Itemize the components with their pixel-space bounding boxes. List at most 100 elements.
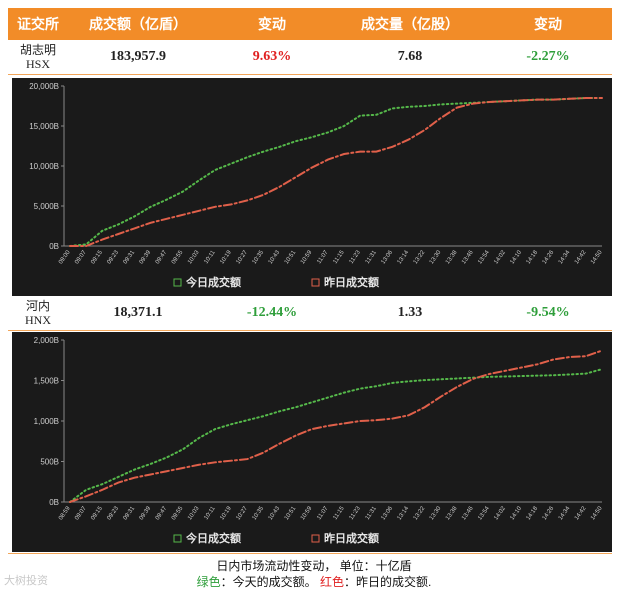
value-cell: 183,957.9 [110,49,166,64]
x-tick-label: 09:55 [171,249,185,265]
x-tick-label: 09:31 [123,249,137,265]
x-tick-label: 10:19 [219,249,233,265]
y-tick-label: 0B [49,498,59,507]
footer-caption: 日内市场流动性变动， 单位：十亿盾 [216,559,412,573]
x-tick-label: 11:15 [332,249,346,265]
x-tick-label: 08:59 [58,505,72,521]
x-tick-label: 14:42 [574,249,588,265]
x-tick-label: 09:47 [155,249,169,265]
x-tick-label: 09:15 [90,249,104,265]
x-tick-label: 10:27 [235,249,249,265]
exchange-name: 河内 [25,299,50,313]
footer-green-text: ：今天的成交额。 [220,575,317,589]
x-tick-label: 13:30 [429,505,443,521]
x-tick-label: 10:03 [187,249,201,265]
footer-red-text: ：昨日的成交额. [344,575,432,589]
y-tick-label: 1,000B [34,417,59,426]
x-tick-label: 13:30 [429,249,443,265]
hsx-intraday-chart: 0B 5,000B 10,000B 15,000B 20,000B 09:00 09:07 0… [12,78,612,296]
x-tick-label: 13:46 [461,505,475,521]
x-tick-label: 09:39 [139,505,153,521]
x-tick-label: 13:06 [381,505,395,521]
legend-swatch [173,534,182,543]
header-value: 成交额（亿盾） [89,18,187,33]
footer-green-label: 绿色 [196,575,221,589]
x-tick-label: 14:26 [542,249,556,265]
series-line-today [69,97,603,247]
x-tick-label: 13:46 [461,249,475,265]
x-tick-label: 14:02 [493,505,507,521]
volume-cell: 7.68 [397,49,423,64]
x-tick-label: 14:34 [558,249,572,265]
volume-change-cell: -2.27% [526,49,570,64]
volume-change-cell: -9.54% [526,305,570,320]
x-tick-label: 14:50 [590,249,604,265]
table-row-hnx: 河内 HNX 18,371.1 -12.44% 1.33 -9.54% [8,296,612,331]
x-tick-label: 10:11 [203,249,217,265]
x-tick-label: 13:38 [445,249,459,265]
x-tick-label: 14:34 [558,505,572,521]
x-tick-label: 11:23 [349,249,363,265]
table-header: 证交所 成交额（亿盾） 变动 成交量（亿股） 变动 [8,8,612,40]
header-change-value: 变动 [258,18,286,33]
x-tick-label: 09:23 [106,249,120,265]
y-tick-label: 15,000B [29,122,59,131]
x-tick-label: 11:07 [316,505,330,521]
x-tick-label: 13:22 [413,249,427,265]
legend-swatch [311,278,320,287]
hnx-intraday-chart: 0B 500B 1,000B 1,500B 2,000B 08:59 09:07 09:15 0… [12,332,612,552]
x-tick-label: 09:31 [123,505,137,521]
x-tick-label: 11:07 [316,249,330,265]
series-line-yesterday [69,97,603,247]
x-tick-label: 10:11 [203,505,217,521]
x-tick-label: 14:10 [510,249,524,265]
x-tick-label: 14:10 [510,505,524,521]
x-tick-label: 14:50 [590,505,604,521]
y-tick-label: 20,000B [29,82,59,91]
x-tick-label: 10:43 [268,249,282,265]
exchange-code: HNX [25,313,51,327]
value-change-cell: 9.63% [252,49,292,64]
x-tick-label: 10:59 [300,249,314,265]
value-cell: 18,371.1 [113,305,163,320]
y-tick-label: 1,500B [34,377,59,386]
x-tick-label: 10:19 [219,505,233,521]
header-volume: 成交量（亿股） [361,18,459,33]
x-tick-label: 10:03 [187,505,201,521]
watermark-logo: 大树投资 [4,575,48,587]
legend-label: 今日成交额 [185,531,241,545]
x-tick-label: 09:55 [171,505,185,521]
x-tick-label: 14:02 [493,249,507,265]
x-tick-label: 13:38 [445,505,459,521]
x-tick-label: 09:47 [155,505,169,521]
table-row-hsx: 胡志明 HSX 183,957.9 9.63% 7.68 -2.27% [8,40,612,75]
legend-label: 昨日成交额 [324,531,379,545]
x-tick-label: 09:23 [106,505,120,521]
legend-swatch [311,534,320,543]
y-tick-label: 500B [40,458,59,467]
x-tick-label: 10:51 [284,249,298,265]
exchange-code: HSX [25,57,50,71]
divider [8,553,612,554]
x-tick-label: 13:22 [413,505,427,521]
x-tick-label: 11:31 [365,249,379,265]
x-tick-label: 09:07 [74,249,88,265]
x-tick-label: 09:07 [74,505,88,521]
header-exchange: 证交所 [17,18,59,33]
x-tick-label: 14:26 [542,505,556,521]
volume-cell: 1.33 [397,305,423,320]
x-tick-label: 10:27 [235,505,249,521]
x-tick-label: 14:18 [526,249,540,265]
x-tick-label: 10:43 [268,505,282,521]
legend-label: 今日成交额 [185,275,241,289]
exchange-cell: 胡志明 HSX [8,43,68,71]
x-tick-label: 11:23 [349,505,363,521]
x-tick-label: 09:00 [58,249,72,265]
x-tick-label: 10:59 [300,505,314,521]
x-tick-label: 10:51 [284,505,298,521]
x-tick-label: 14:18 [526,505,540,521]
x-tick-label: 09:39 [139,249,153,265]
y-tick-label: 0B [49,242,59,251]
